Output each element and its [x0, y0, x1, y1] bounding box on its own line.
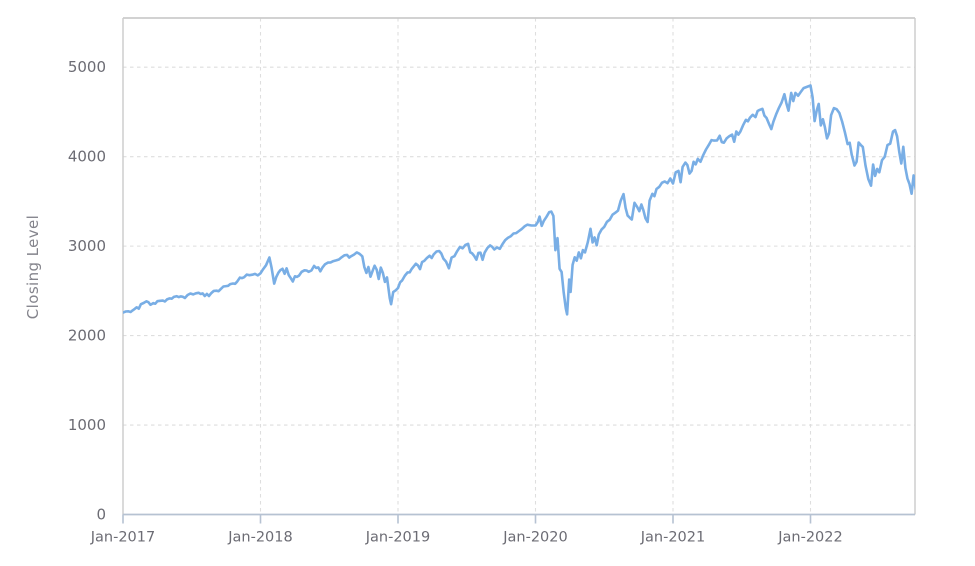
x-tick-label: Jan-2020 [502, 530, 568, 546]
y-tick-label: 3000 [68, 237, 106, 255]
y-tick-label: 2000 [68, 327, 106, 345]
x-tick-label: Jan-2017 [90, 530, 156, 546]
x-tick-label: Jan-2019 [365, 530, 431, 546]
x-tick-label: Jan-2021 [640, 530, 706, 546]
y-tick-label: 5000 [68, 58, 106, 76]
x-tick-label: Jan-2018 [227, 530, 293, 546]
y-tick-label: 1000 [68, 416, 106, 434]
x-tick-label: Jan-2022 [777, 530, 843, 546]
y-tick-label: 0 [96, 506, 106, 524]
price-line [123, 84, 915, 316]
y-tick-label: 4000 [68, 148, 106, 166]
